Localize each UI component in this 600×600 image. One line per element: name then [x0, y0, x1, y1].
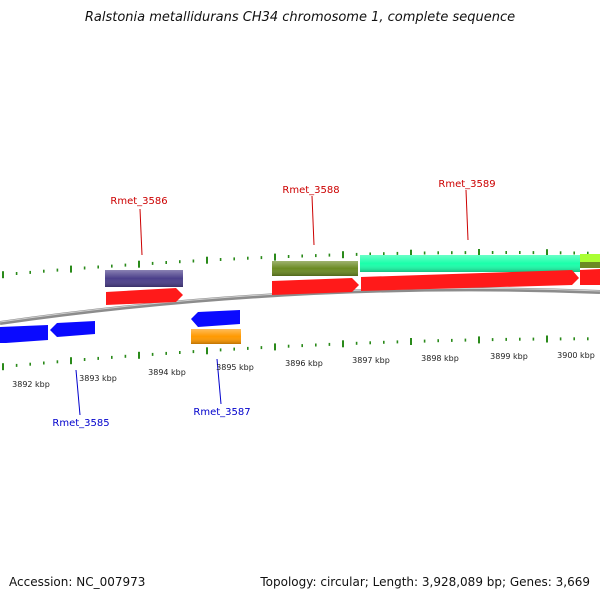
tick-marks-outer [2, 249, 589, 279]
leader-line-3588 [311, 195, 315, 246]
kbp-label-3896: 3896 kbp [285, 359, 323, 368]
gene-label-rmet-3588[interactable]: Rmet_3588 [282, 185, 339, 196]
gene-label-rmet-3589[interactable]: Rmet_3589 [438, 179, 495, 190]
kbp-label-3895: 3895 kbp [216, 363, 254, 372]
kbp-label-3899: 3899 kbp [490, 352, 528, 361]
accession-text: Accession: NC_007973 [9, 575, 146, 589]
gene-arrow-3585[interactable] [50, 321, 95, 337]
gene-arrow-3584[interactable] [0, 325, 48, 343]
gene-arrow-3586[interactable] [106, 288, 183, 305]
leader-line-3586 [139, 208, 143, 256]
kbp-label-3892: 3892 kbp [12, 380, 50, 389]
backbone-line [0, 287, 600, 325]
leader-line-3587 [216, 358, 222, 405]
leader-line-3589 [465, 189, 469, 241]
gene-arrow-3589[interactable] [361, 270, 579, 291]
kbp-label-3894: 3894 kbp [148, 368, 186, 377]
gene-label-rmet-3586[interactable]: Rmet_3586 [110, 196, 167, 207]
gene-label-rmet-3585[interactable]: Rmet_3585 [52, 418, 109, 429]
leader-line-3585 [75, 369, 81, 416]
cog-bar-3586-shade [105, 270, 183, 287]
kbp-label-3897: 3897 kbp [352, 356, 390, 365]
kbp-label-3893: 3893 kbp [79, 374, 117, 383]
gene-arrow-3590[interactable] [580, 269, 600, 285]
kbp-label-3898: 3898 kbp [421, 354, 459, 363]
gene-arrow-3587[interactable] [191, 310, 240, 327]
cog-bar-3588-shade [272, 261, 358, 276]
kbp-label-3900: 3900 kbp [557, 351, 595, 360]
map-title: Ralstonia metallidurans CH34 chromosome … [84, 10, 516, 25]
tick-marks-inner [2, 335, 589, 371]
gene-label-rmet-3587[interactable]: Rmet_3587 [193, 407, 250, 418]
cog-bar-3590-dark [580, 262, 600, 268]
topology-summary: Topology: circular; Length: 3,928,089 bp… [260, 575, 590, 589]
cog-bar-3589-shade [360, 255, 580, 272]
cog-bar-3587-shade [191, 329, 241, 344]
gene-arrow-3588[interactable] [272, 278, 359, 295]
